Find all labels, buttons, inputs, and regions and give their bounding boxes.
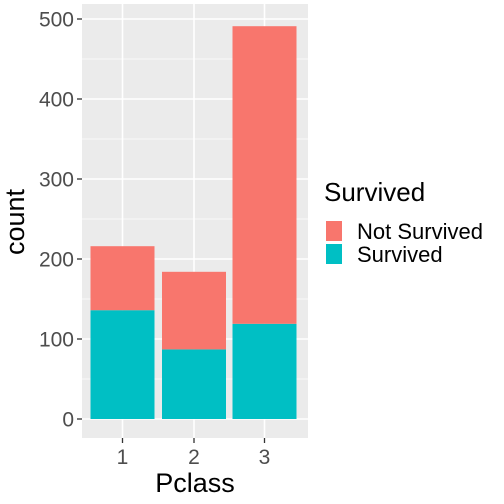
- y-axis: 0 100 200 300 400 500: [39, 9, 82, 432]
- y-tick-label: 500: [39, 9, 74, 32]
- legend-key-survived: [326, 244, 342, 264]
- x-tick-label: 2: [188, 446, 200, 469]
- y-tick-label: 300: [39, 169, 74, 192]
- bar-not-survived-class-1: [90, 246, 155, 311]
- y-tick-label: 100: [39, 329, 74, 352]
- legend-title: Survived: [324, 177, 425, 207]
- y-axis-title: count: [0, 188, 30, 255]
- bar-survived-class-2: [162, 349, 226, 419]
- x-axis-title: Pclass: [155, 468, 235, 498]
- bar-not-survived-class-3: [232, 26, 297, 324]
- x-tick-label: 3: [259, 446, 271, 469]
- bar-survived-class-3: [232, 323, 297, 419]
- bars: [90, 26, 297, 419]
- bar-survived-class-1: [90, 310, 155, 419]
- legend-label: Not Survived: [357, 219, 483, 244]
- x-tick-label: 1: [117, 446, 129, 469]
- y-tick-label: 400: [39, 89, 74, 112]
- x-axis: 1 2 3: [117, 438, 271, 469]
- legend-label: Survived: [357, 242, 443, 267]
- legend-key-not-survived: [326, 221, 342, 241]
- y-tick-label: 0: [62, 409, 74, 432]
- bar-not-survived-class-2: [162, 271, 226, 350]
- y-tick-label: 200: [39, 249, 74, 272]
